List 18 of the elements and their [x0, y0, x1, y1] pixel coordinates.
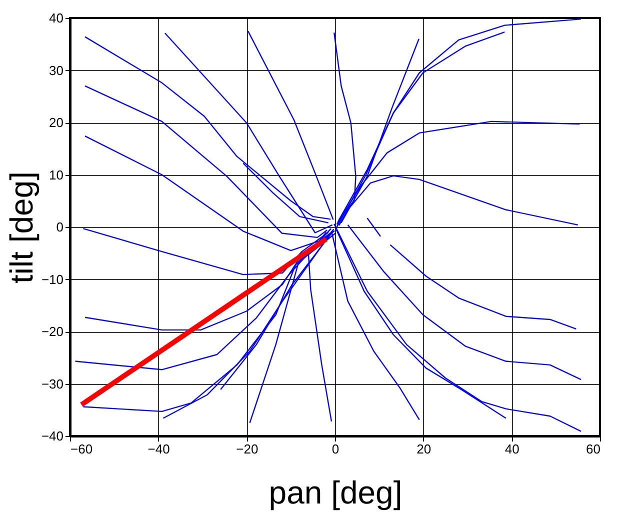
x-tick-label: 20: [416, 442, 432, 456]
x-tick-label: 60: [586, 442, 600, 456]
y-tick-label: −10: [41, 272, 64, 287]
y-tick-label: 40: [49, 10, 64, 26]
x-tick-label: −20: [236, 442, 258, 456]
y-tick-label: 0: [56, 220, 64, 234]
y-tick-label: −30: [41, 376, 64, 392]
y-tick-label: −20: [41, 324, 64, 339]
x-tick-label: 0: [332, 442, 340, 456]
x-axis-title: pan [deg]: [268, 474, 402, 510]
x-tick-label: −40: [148, 442, 170, 456]
x-tick-label: 40: [504, 442, 520, 456]
y-tick-label: 30: [49, 62, 64, 78]
x-tick-label: −60: [70, 442, 93, 456]
y-axis-title: tilt [deg]: [3, 171, 40, 284]
y-tick-label: −40: [41, 428, 64, 444]
y-tick-label: 10: [49, 167, 64, 182]
y-tick-label: 20: [49, 115, 64, 130]
